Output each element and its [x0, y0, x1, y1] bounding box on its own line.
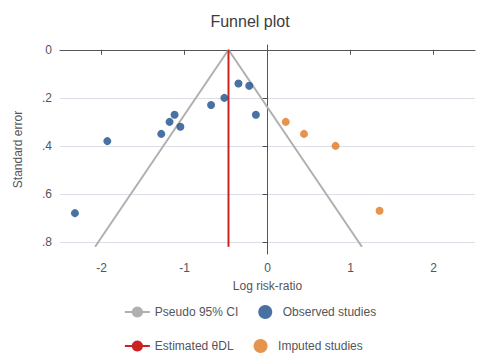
svg-text:Funnel plot: Funnel plot: [210, 13, 290, 30]
svg-text:Standard error: Standard error: [11, 111, 25, 188]
svg-text:.6: .6: [42, 187, 52, 201]
svg-text:1: 1: [347, 261, 354, 275]
svg-text:Observed studies: Observed studies: [283, 305, 376, 319]
svg-text:0: 0: [264, 261, 271, 275]
svg-text:2: 2: [430, 261, 437, 275]
svg-text:Estimated θDL: Estimated θDL: [155, 339, 234, 353]
svg-text:-2: -2: [96, 261, 107, 275]
svg-text:-1: -1: [179, 261, 190, 275]
svg-text:.2: .2: [42, 91, 52, 105]
svg-text:.4: .4: [42, 139, 52, 153]
svg-text:.8: .8: [42, 235, 52, 249]
svg-text:Pseudo 95% CI: Pseudo 95% CI: [155, 305, 238, 319]
svg-text:0: 0: [45, 43, 52, 57]
svg-text:Log risk-ratio: Log risk-ratio: [233, 279, 303, 293]
svg-text:Imputed studies: Imputed studies: [278, 339, 363, 353]
